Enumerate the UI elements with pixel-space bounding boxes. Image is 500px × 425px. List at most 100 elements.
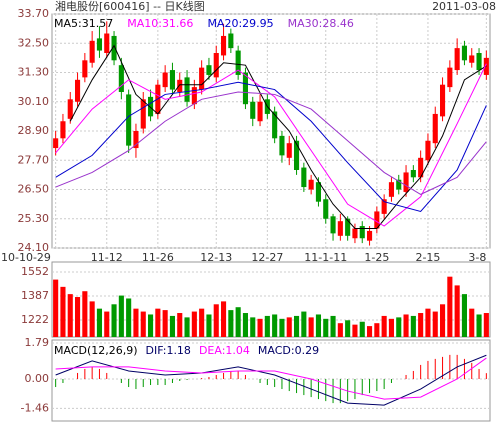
candle-body xyxy=(60,121,66,139)
candle-body xyxy=(104,33,110,53)
volume-bar xyxy=(242,313,249,337)
y-tick-label: 26.50 xyxy=(18,183,50,196)
volume-bar xyxy=(293,315,300,337)
volume-bar xyxy=(447,276,453,337)
volume-bar xyxy=(279,318,285,337)
candle-body xyxy=(67,99,73,119)
x-tick-label: 12-27 xyxy=(251,251,283,264)
legend-entry: MACD(12,26,9) xyxy=(54,344,138,357)
candle-body xyxy=(293,140,300,170)
x-tick-label: 1-25 xyxy=(364,251,389,264)
candle-body xyxy=(82,60,88,78)
volume-bar xyxy=(199,308,205,337)
candle-body xyxy=(74,79,81,102)
candle-body xyxy=(330,216,336,234)
volume-bar xyxy=(439,304,446,337)
volume-bar xyxy=(60,286,66,337)
volume-bar xyxy=(330,315,336,337)
y-tick-label: 1222 xyxy=(21,313,49,326)
candle-body xyxy=(147,96,154,117)
candle-body xyxy=(250,101,256,119)
volume-bar xyxy=(410,315,416,337)
candle-body xyxy=(323,199,329,219)
candle-body xyxy=(388,182,395,197)
volume-bar xyxy=(323,318,329,337)
chart-title: 湘电股份[600416] -- 日K线图 xyxy=(55,0,205,13)
volume-bar xyxy=(418,313,424,337)
volume-bar xyxy=(74,297,81,337)
y-tick-label: 1387 xyxy=(21,289,49,302)
candle-body xyxy=(206,65,212,75)
volume-bar xyxy=(388,318,395,337)
candle-body xyxy=(286,143,292,158)
volume-bar xyxy=(177,313,183,337)
line xyxy=(55,81,487,213)
volume-bar xyxy=(381,315,387,337)
candle-body xyxy=(381,199,387,214)
volume-bar xyxy=(257,318,263,337)
volume-bar xyxy=(286,317,292,337)
volume-bar xyxy=(104,311,110,337)
legend-entry: MA30:28.46 xyxy=(288,17,354,30)
volume-bar xyxy=(403,314,409,337)
volume-bar xyxy=(374,323,380,337)
y-tick-label: 27.70 xyxy=(18,153,50,166)
line xyxy=(55,63,487,227)
volume-bar xyxy=(308,317,314,337)
candle-body xyxy=(140,99,146,129)
candle-body xyxy=(53,138,59,149)
candle-body xyxy=(374,211,380,229)
volume-bar xyxy=(118,295,124,337)
candle-body xyxy=(461,45,468,61)
volume-bar xyxy=(111,304,117,337)
volume-bar xyxy=(82,291,88,337)
y-tick-label: 30.10 xyxy=(18,95,50,108)
y-tick-label: 24.10 xyxy=(18,241,50,254)
legend-entry: MA10:31.66 xyxy=(127,17,193,30)
volume-bar xyxy=(337,323,343,337)
x-tick-label: 3-8 xyxy=(468,251,486,264)
volume-bar xyxy=(169,315,176,337)
x-tick-label: 12-13 xyxy=(200,251,232,264)
candle-body xyxy=(301,167,307,188)
candle-body xyxy=(432,113,438,144)
candle-body xyxy=(191,87,197,105)
candle-body xyxy=(396,179,402,190)
line xyxy=(55,357,487,400)
chart-date: 2011-03-08 xyxy=(432,0,496,13)
candle-body xyxy=(308,179,314,190)
y-tick-label: 1552 xyxy=(21,265,49,278)
candle-body xyxy=(228,33,234,49)
candle-body xyxy=(177,79,183,92)
candle-body xyxy=(118,65,124,92)
panel-frame xyxy=(51,339,491,422)
volume-bar xyxy=(53,279,59,337)
candle-body xyxy=(126,94,132,146)
line xyxy=(55,91,487,195)
legend-entry: MACD:0.29 xyxy=(258,344,319,357)
candle-body xyxy=(447,67,453,88)
candle-body xyxy=(345,218,351,236)
line xyxy=(55,354,487,406)
candle-body xyxy=(199,67,205,90)
volume-bar xyxy=(352,324,358,337)
y-tick-label: 28.90 xyxy=(18,124,50,137)
candle-body xyxy=(410,170,416,178)
candle-body xyxy=(425,140,431,161)
candle-body xyxy=(315,182,322,202)
volume-bar xyxy=(315,314,322,337)
y-tick-label: 1.79 xyxy=(25,336,50,349)
legend-entry: DIF:1.18 xyxy=(146,344,191,357)
x-tick-label: 11-26 xyxy=(142,251,174,264)
volume-bar xyxy=(272,314,278,337)
volume-bar xyxy=(191,311,197,337)
volume-bar xyxy=(147,314,154,337)
volume-bar xyxy=(228,310,234,337)
volume-bar xyxy=(140,311,146,337)
line xyxy=(69,44,487,229)
candle-body xyxy=(111,35,117,61)
volume-bar xyxy=(162,310,168,337)
candle-body xyxy=(213,53,219,78)
volume-bar xyxy=(345,320,351,337)
candle-body xyxy=(469,55,475,63)
